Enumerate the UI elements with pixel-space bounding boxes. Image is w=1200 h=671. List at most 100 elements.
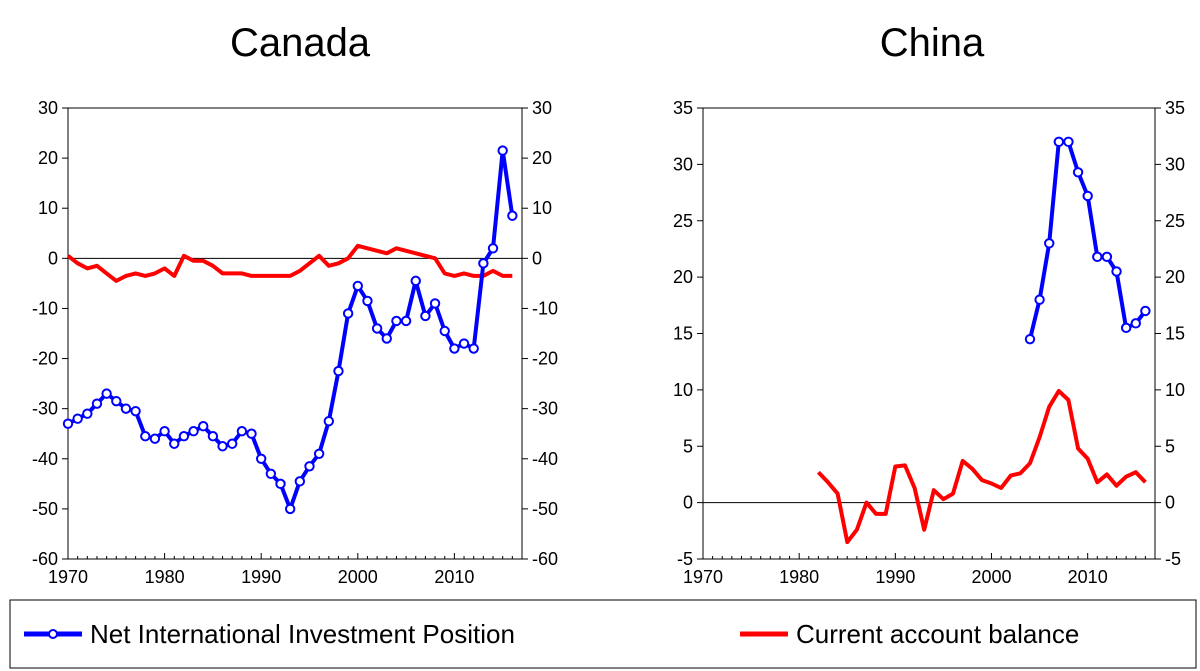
canada-net-international-investment-position-point (111, 395, 122, 407)
china-ytick-right-label: 0 (1165, 493, 1175, 513)
china-ytick-left-label: 0 (683, 493, 693, 513)
canada-net-international-investment-position-point (140, 431, 151, 442)
china-net-international-investment-position-point (1034, 294, 1045, 305)
canada-net-international-investment-position-point (255, 453, 267, 464)
china-net-international-investment-position-point (1053, 136, 1065, 148)
canada-ytick-right-label: -40 (532, 449, 558, 469)
canada-ytick-right-label: -50 (532, 499, 558, 519)
canada-net-international-investment-position-point (101, 388, 112, 399)
canada-plot-frame (67, 107, 523, 560)
canada-net-international-investment-position-point (381, 333, 392, 344)
china-ytick-left-label: 5 (683, 436, 693, 456)
canada-net-international-investment-position-point (188, 426, 199, 437)
canada-net-international-investment-position-point (198, 421, 209, 432)
canada-xtick-label: 2010 (434, 567, 474, 587)
legend-marker-niip (48, 629, 58, 639)
china-xtick-label: 1970 (683, 567, 723, 587)
china-net-international-investment-position-point (1120, 322, 1132, 334)
china-net-international-investment-position-point (1063, 136, 1074, 148)
china-xtick-label: 1980 (779, 567, 819, 587)
canada-net-international-investment-position-point (120, 403, 132, 414)
china-ytick-right-label: 35 (1165, 98, 1185, 118)
china-net-international-investment-position-point (1082, 190, 1093, 202)
china-ytick-right-label: 15 (1165, 324, 1185, 344)
canada-net-international-investment-position-point (82, 408, 93, 419)
canada-net-international-investment-position-point (149, 433, 161, 444)
canada-net-international-investment-position-point (246, 428, 257, 439)
canada-net-international-investment-position-point (227, 438, 238, 449)
canada-ytick-right-label: 0 (532, 248, 542, 268)
china-ytick-right-label: -5 (1165, 549, 1181, 569)
canada-net-international-investment-position-point (236, 426, 248, 437)
legend-label-current-account: Current account balance (796, 619, 1079, 649)
canada-xtick-label: 1980 (145, 567, 185, 587)
china-ytick-left-label: 25 (673, 211, 693, 231)
canada-ytick-right-label: 30 (532, 98, 552, 118)
china-net-international-investment-position-point (1111, 266, 1122, 277)
china-xtick-label: 2000 (971, 567, 1011, 587)
china-ytick-left-label: 10 (673, 380, 693, 400)
canada-ytick-left-label: 30 (38, 98, 58, 118)
china-title: China (880, 21, 985, 65)
canada-current-account-balance-line (66, 243, 513, 283)
canada-ytick-left-label: -10 (32, 298, 58, 318)
canada-ytick-right-label: 20 (532, 148, 552, 168)
canada-net-international-investment-position-point (400, 315, 412, 327)
canada-ytick-left-label: -30 (32, 399, 58, 419)
china-xtick-label: 2010 (1068, 567, 1108, 587)
canada-xtick-label: 1970 (48, 567, 88, 587)
china-ytick-right-label: 30 (1165, 154, 1185, 174)
china-plot-frame (702, 107, 1156, 560)
canada-net-international-investment-position-point (449, 343, 460, 354)
canada-net-international-investment-position-point (333, 365, 344, 377)
canada-net-international-investment-position-point (130, 405, 141, 417)
china-xtick-label: 1990 (875, 567, 915, 587)
canada-net-international-investment-position-point (468, 343, 479, 354)
china-net-international-investment-position-point (1044, 238, 1055, 249)
china-net-international-investment-position-point (1130, 318, 1141, 329)
china-ytick-left-label: -5 (677, 549, 693, 569)
canada-net-international-investment-position-point (352, 280, 363, 292)
canada-net-international-investment-position-point (410, 275, 421, 287)
canada-net-international-investment-position-point (323, 415, 335, 427)
panel-china: China -5 -5 0 0 5 5 10 10 15 15 20 20 25 25 30 30 35 35 197… (673, 21, 1185, 587)
china-net-international-investment-position-point (1024, 333, 1036, 345)
china-current-account-balance-line (816, 389, 1147, 545)
canada-net-international-investment-position-point (72, 413, 83, 424)
canada-xtick-label: 2000 (338, 567, 378, 587)
canada-net-international-investment-position-point (478, 258, 489, 269)
china-net-international-investment-position-point (1092, 251, 1103, 263)
legend-item-niip: Net International Investment Position (24, 619, 515, 649)
canada-ytick-right-label: -10 (532, 298, 558, 318)
canada-net-international-investment-position-point (294, 476, 306, 487)
panel-canada: Canada -60 -60 -50 -50 -40 -40 -30 -30 -20 -20 -10 -… (32, 21, 558, 587)
china-net-international-investment-position-point (1140, 305, 1151, 317)
canada-ytick-right-label: 10 (532, 198, 552, 218)
canada-ytick-left-label: 10 (38, 198, 58, 218)
canada-ytick-right-label: -20 (532, 349, 558, 369)
canada-net-international-investment-position-point (217, 441, 228, 452)
canada-net-international-investment-position-point (458, 338, 470, 349)
legend-label-niip: Net International Investment Position (90, 619, 515, 649)
china-ytick-left-label: 35 (673, 98, 693, 118)
china-ytick-right-label: 20 (1165, 267, 1185, 287)
legend-frame (9, 599, 1197, 669)
china-ytick-right-label: 5 (1165, 436, 1175, 456)
canada-net-international-investment-position-point (420, 310, 431, 322)
canada-net-international-investment-position-point (391, 315, 402, 327)
canada-ytick-left-label: 0 (48, 248, 58, 268)
china-ytick-right-label: 10 (1165, 380, 1185, 400)
canada-net-international-investment-position-point (429, 298, 441, 309)
canada-ytick-left-label: -60 (32, 549, 58, 569)
china-ytick-left-label: 15 (673, 324, 693, 344)
china-net-international-investment-position-point (1072, 167, 1084, 178)
canada-net-international-investment-position-point (487, 243, 499, 254)
canada-net-international-investment-position-point (91, 398, 103, 409)
canada-title: Canada (230, 21, 371, 65)
china-net-international-investment-position-point (1101, 251, 1113, 263)
canada-net-international-investment-position-point (159, 426, 170, 437)
legend-item-current-account: Current account balance (740, 619, 1079, 649)
china-ytick-right-label: 25 (1165, 211, 1185, 231)
canada-net-international-investment-position-point (169, 438, 180, 449)
